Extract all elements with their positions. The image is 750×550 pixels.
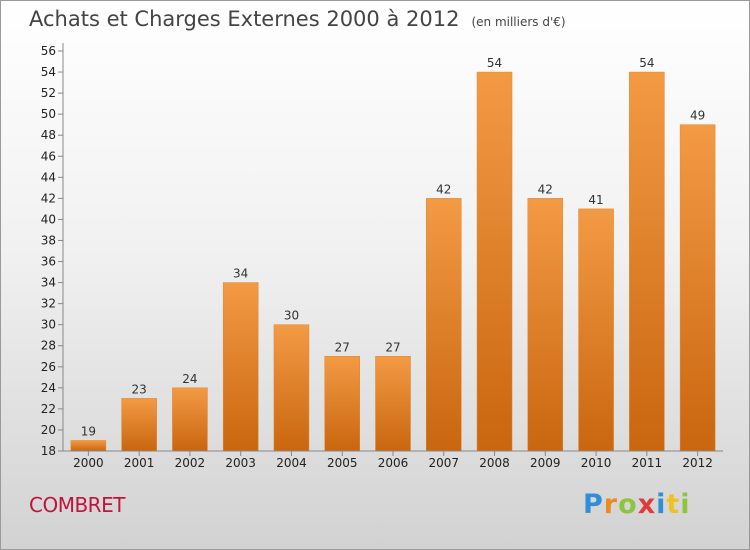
bar-2006 xyxy=(375,356,411,452)
x-tick-label-2002: 2002 xyxy=(175,456,206,470)
x-tick-label-2011: 2011 xyxy=(632,456,663,470)
data-label-2011: 54 xyxy=(639,56,654,70)
logo-letter: i xyxy=(656,489,667,520)
y-tick-label: 44 xyxy=(41,170,56,184)
data-label-2009: 42 xyxy=(538,182,553,196)
bars: 19 23 24 34 30 27 27 42 54 42 41 54 49 xyxy=(70,56,716,452)
x-tick-label-2001: 2001 xyxy=(124,456,155,470)
logo-letter: P xyxy=(583,489,604,520)
y-tick-label: 56 xyxy=(41,44,56,58)
bar-2005 xyxy=(324,356,360,452)
y-tick-label: 24 xyxy=(41,381,56,395)
y-tick-label: 34 xyxy=(41,276,56,290)
logo-letter: x xyxy=(637,489,657,520)
x-tick-label-2003: 2003 xyxy=(225,456,256,470)
y-axis: 18 20 22 24 26 28 30 32 34 36 38 40 42 44 46 48 50 52 54 56 xyxy=(41,43,64,458)
x-tick-label-2012: 2012 xyxy=(682,456,713,470)
commune-name: COMBRET xyxy=(29,493,125,517)
data-label-2003: 34 xyxy=(233,267,248,281)
proxiti-logo: Proxiti xyxy=(583,489,691,520)
data-label-2002: 24 xyxy=(182,372,197,386)
x-tick-label-2010: 2010 xyxy=(581,456,612,470)
bar-2001 xyxy=(121,398,157,452)
y-tick-label: 48 xyxy=(41,128,56,142)
logo-letter: t xyxy=(666,489,681,520)
x-tick-label-2000: 2000 xyxy=(73,456,104,470)
bar-2009 xyxy=(527,198,564,452)
y-tick-label: 40 xyxy=(41,212,56,226)
bar-2011 xyxy=(629,71,665,452)
x-tick-label-2005: 2005 xyxy=(327,456,358,470)
bar-2004 xyxy=(273,324,310,452)
y-tick-label: 36 xyxy=(41,255,56,269)
chart-title-text: Achats et Charges Externes 2000 à 2012 xyxy=(29,7,460,31)
bar-2000 xyxy=(70,440,107,452)
data-label-2012: 49 xyxy=(690,109,705,123)
x-tick-label-2007: 2007 xyxy=(428,456,459,470)
logo-letter: r xyxy=(603,489,619,520)
logo-letter: i xyxy=(680,489,691,520)
data-label-2001: 23 xyxy=(132,382,147,396)
data-label-2005: 27 xyxy=(335,340,350,354)
y-tick-label: 46 xyxy=(41,149,56,163)
y-tick-label: 26 xyxy=(41,360,56,374)
bar-2003 xyxy=(222,282,259,452)
y-tick-label: 20 xyxy=(41,423,56,437)
x-tick-label-2004: 2004 xyxy=(276,456,307,470)
data-label-2007: 42 xyxy=(436,182,451,196)
x-tick-label-2008: 2008 xyxy=(479,456,510,470)
y-tick-label: 32 xyxy=(41,297,56,311)
data-label-2008: 54 xyxy=(487,56,502,70)
bar-2012 xyxy=(679,124,716,452)
data-label-2006: 27 xyxy=(385,340,400,354)
bar-2007 xyxy=(426,198,462,452)
x-tick-label-2009: 2009 xyxy=(530,456,561,470)
y-tick-label: 30 xyxy=(41,318,56,332)
y-tick-label: 18 xyxy=(41,444,56,458)
logo-letter: o xyxy=(618,489,638,520)
bar-2002 xyxy=(172,387,208,452)
data-label-2010: 41 xyxy=(588,193,603,207)
y-tick-label: 50 xyxy=(41,107,56,121)
chart-unit: (en milliers d'€) xyxy=(471,15,566,29)
y-tick-label: 42 xyxy=(41,191,56,205)
data-label-2000: 19 xyxy=(81,424,96,438)
y-tick-label: 28 xyxy=(41,339,56,353)
bar-2008 xyxy=(476,71,513,452)
x-tick-label-2006: 2006 xyxy=(378,456,409,470)
x-axis: 2000 2001 2002 2003 2004 2005 2006 2007 2008 2009… xyxy=(63,450,723,470)
data-label-2004: 30 xyxy=(284,309,299,323)
y-tick-label: 52 xyxy=(41,86,56,100)
y-tick-label: 38 xyxy=(41,233,56,247)
y-tick-label: 22 xyxy=(41,402,56,416)
y-tick-label: 54 xyxy=(41,65,56,79)
bar-2010 xyxy=(578,208,614,452)
chart-title: Achats et Charges Externes 2000 à 2012 (e… xyxy=(29,7,566,31)
